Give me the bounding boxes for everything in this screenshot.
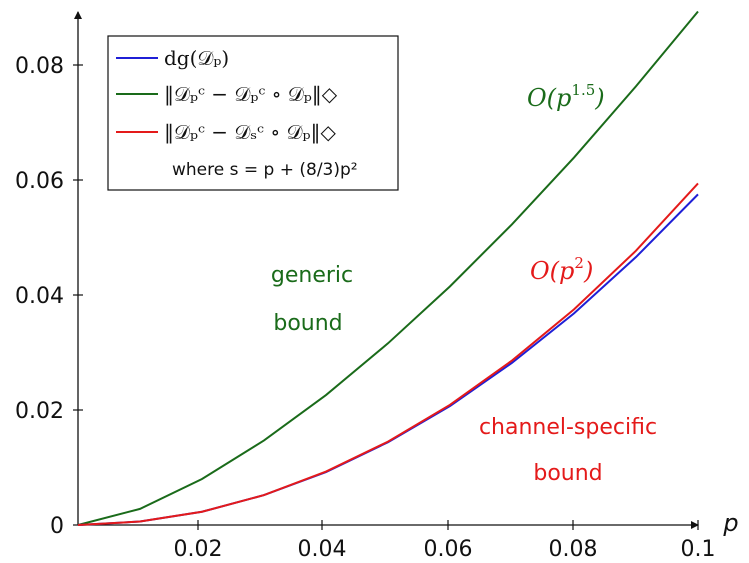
y-tick-label: 0.02: [15, 399, 64, 424]
x-tick-label: 0.04: [298, 537, 347, 562]
series-line-dg: [77, 193, 699, 526]
annotation-generic: generic: [271, 263, 353, 288]
annotation-red-growth: O(p2): [530, 254, 593, 285]
y-tick-label: 0.04: [15, 284, 64, 309]
series-line-generic-bound: [77, 10, 699, 526]
x-tick-label: 0.02: [174, 537, 223, 562]
legend-box: [107, 35, 399, 191]
x-tick-label: 0.06: [424, 537, 473, 562]
annotation-channel-specific-bound: bound: [533, 461, 602, 486]
y-tick-label: 0.06: [15, 169, 64, 194]
x-axis-label: p: [722, 509, 738, 537]
x-tick-label: 0.1: [681, 537, 716, 562]
annotation-green-growth: O(p1.5): [527, 81, 605, 112]
series-line-channel-specific-bound: [77, 182, 699, 526]
legend-label-dg: dg(𝒟ₚ): [164, 46, 229, 70]
legend-note: where s = p + (8/3)p²: [172, 160, 358, 180]
legend-label-generic: ‖𝒟ₚᶜ − 𝒟ₚᶜ ∘ 𝒟ₚ‖◇: [164, 82, 338, 107]
legend-label-specific: ‖𝒟ₚᶜ − 𝒟ₛᶜ ∘ 𝒟ₚ‖◇: [164, 120, 336, 145]
x-tick-label: 0.08: [549, 537, 598, 562]
y-tick-label: 0.08: [15, 54, 64, 79]
y-tick-label: 0: [50, 514, 64, 539]
annotation-channel-specific: channel-specific: [479, 415, 657, 440]
annotation-generic-bound: bound: [273, 311, 342, 336]
